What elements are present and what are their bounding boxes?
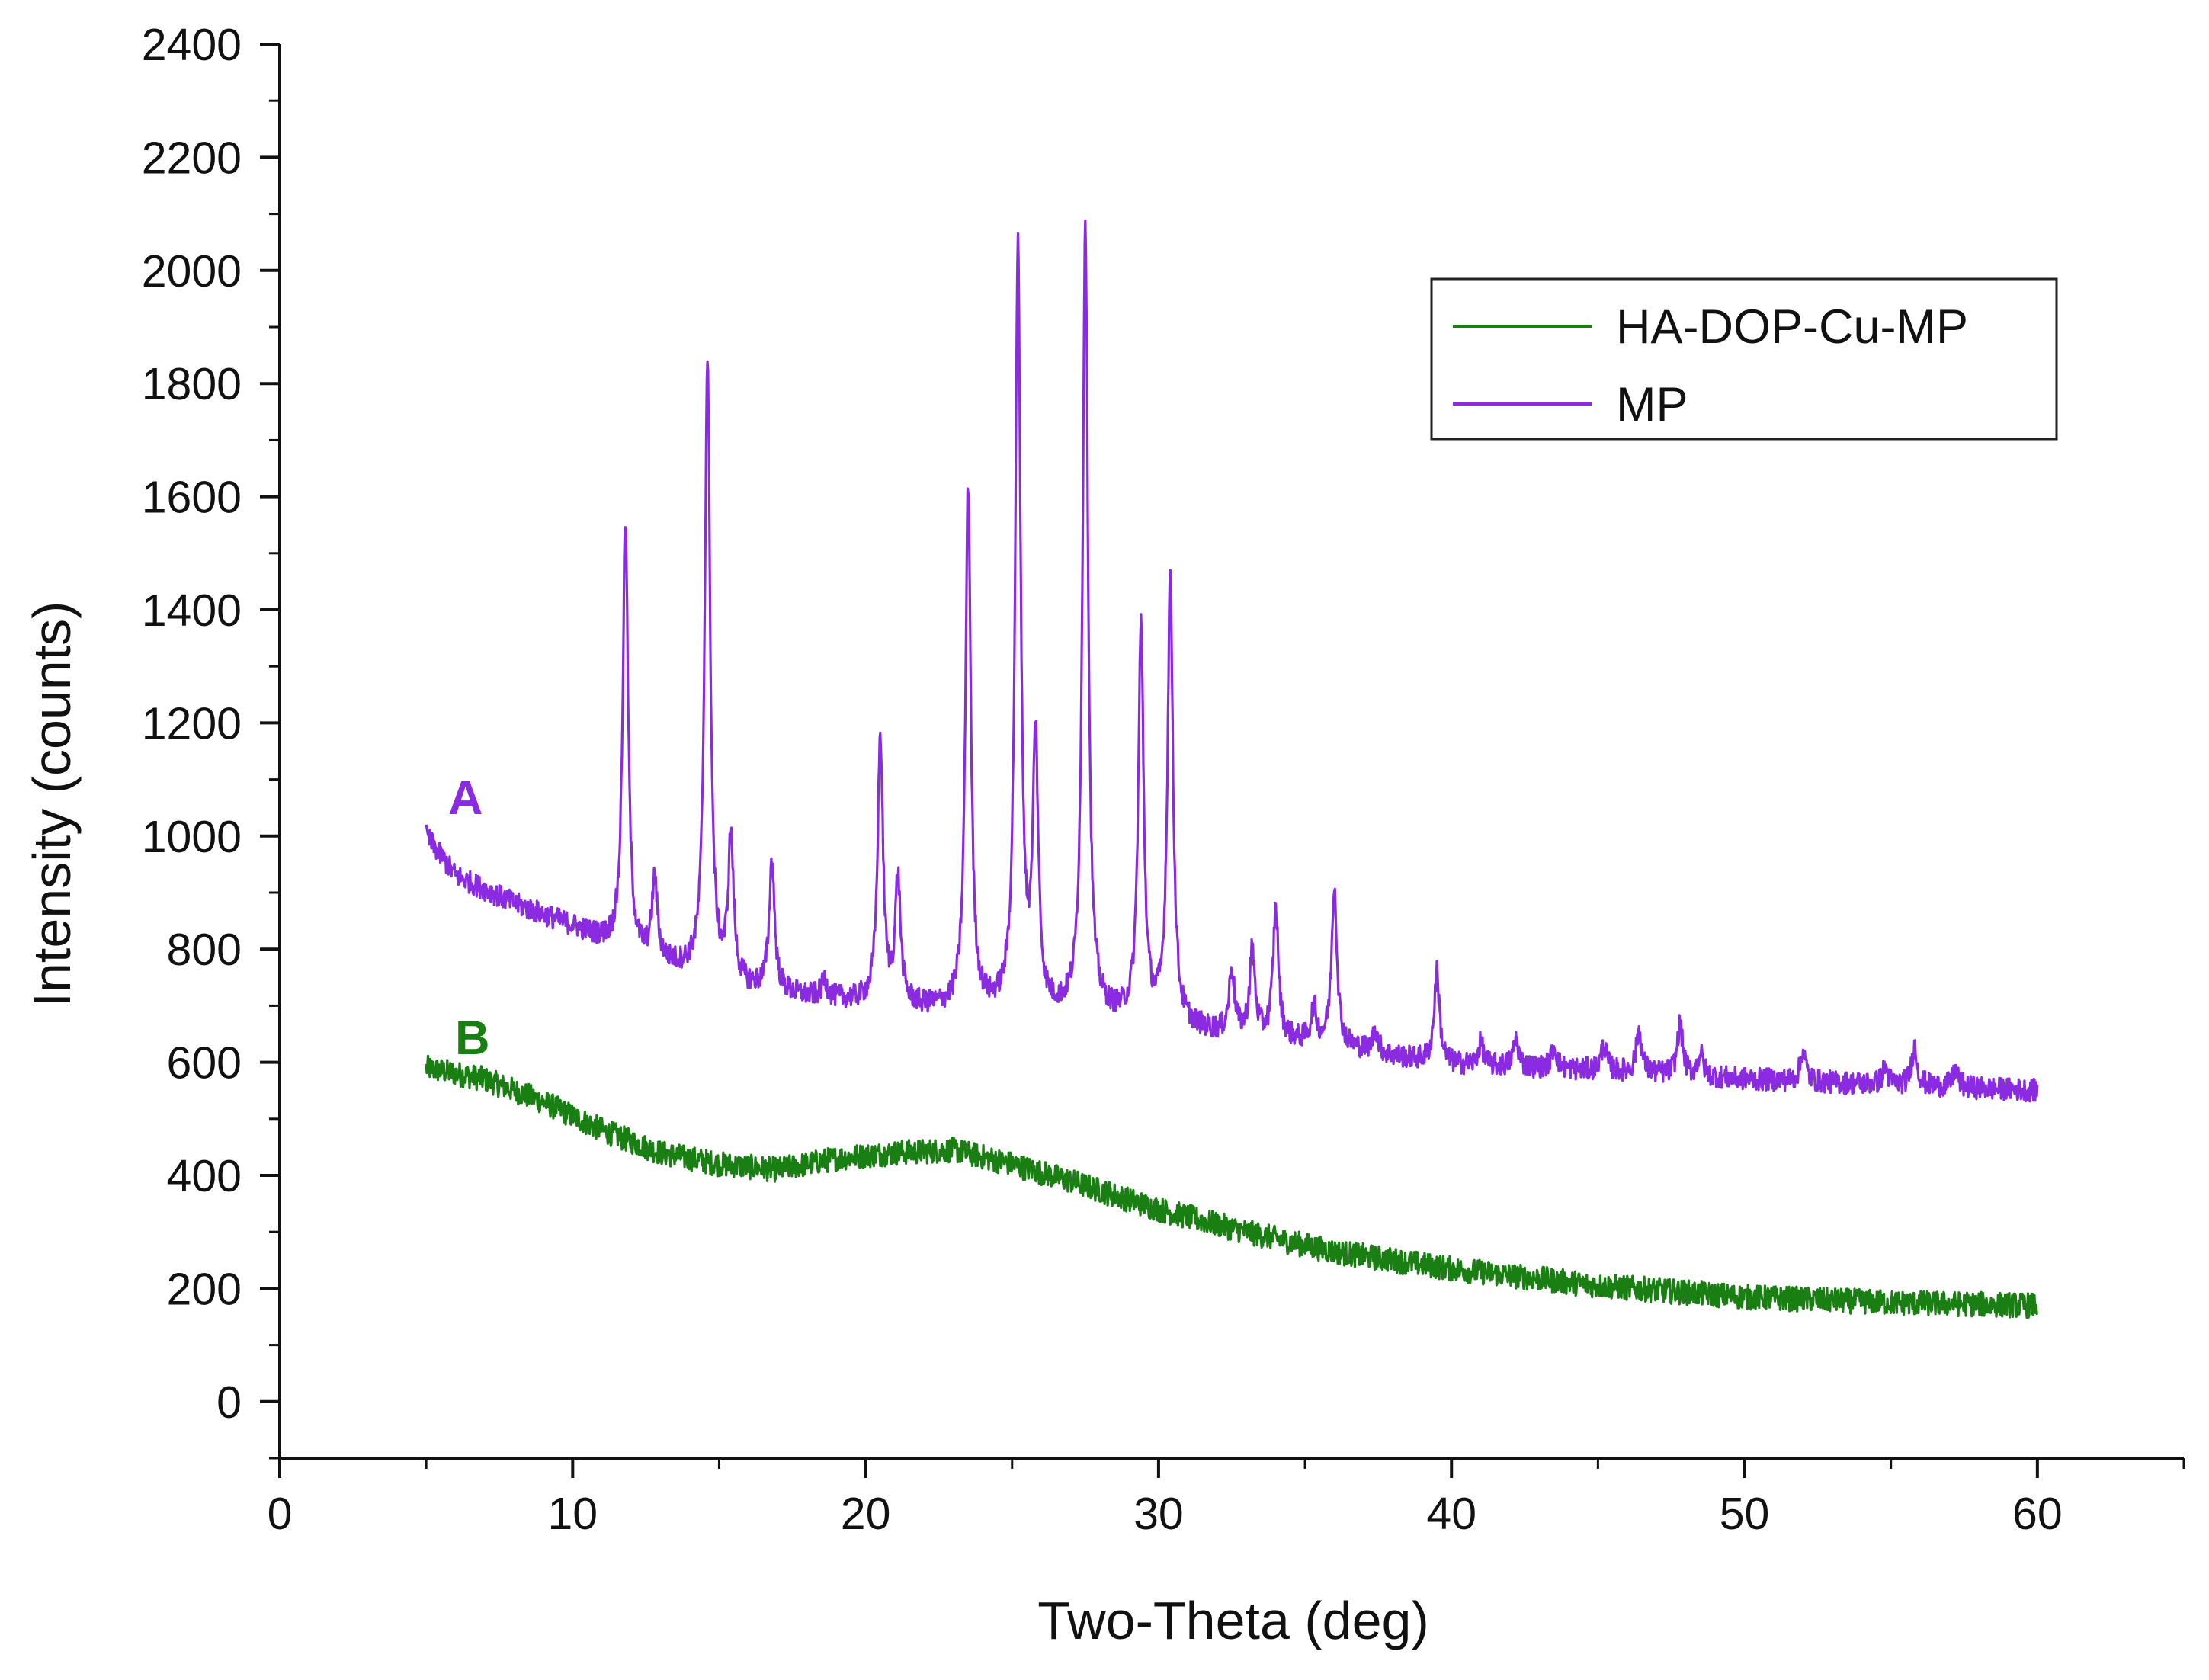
y-tick-label: 400 <box>167 1151 242 1201</box>
y-tick-label: 1600 <box>142 473 242 523</box>
x-tick-label: 30 <box>1133 1489 1184 1539</box>
y-tick-label: 2000 <box>142 246 242 297</box>
axes: 0200400600800100012001400160018002000220… <box>142 20 2185 1539</box>
y-tick-label: 0 <box>216 1377 242 1428</box>
y-tick-label: 1000 <box>142 812 242 862</box>
x-tick-label: 40 <box>1426 1489 1476 1539</box>
legend: HA-DOP-Cu-MP MP <box>1430 277 2058 441</box>
series-label-a: A <box>448 771 483 825</box>
legend-label-ha-dop-cu-mp: HA-DOP-Cu-MP <box>1616 300 1968 354</box>
y-tick-label: 600 <box>167 1038 242 1088</box>
y-tick-label: 200 <box>167 1264 242 1314</box>
x-tick-label: 20 <box>841 1489 891 1539</box>
series-layer <box>425 219 2039 1319</box>
y-axis-title: Intensity (counts) <box>22 601 82 1008</box>
y-tick-label: 2400 <box>142 20 242 70</box>
series-line-ha-dop-cu-mp <box>425 1054 2039 1319</box>
x-tick-label: 0 <box>268 1489 293 1539</box>
y-tick-label: 1800 <box>142 359 242 409</box>
y-tick-label: 2200 <box>142 133 242 183</box>
x-axis-title: Two-Theta (deg) <box>1037 1591 1429 1650</box>
y-tick-label: 1200 <box>142 698 242 749</box>
y-tick-label: 800 <box>167 925 242 975</box>
series-label-b: B <box>455 1012 490 1065</box>
legend-box <box>1430 277 2058 441</box>
y-tick-label: 1400 <box>142 585 242 636</box>
series-line-mp <box>425 219 2039 1103</box>
x-tick-label: 60 <box>2012 1489 2063 1539</box>
legend-label-mp: MP <box>1616 378 1688 431</box>
x-tick-label: 50 <box>1720 1489 1770 1539</box>
x-tick-label: 10 <box>547 1489 598 1539</box>
